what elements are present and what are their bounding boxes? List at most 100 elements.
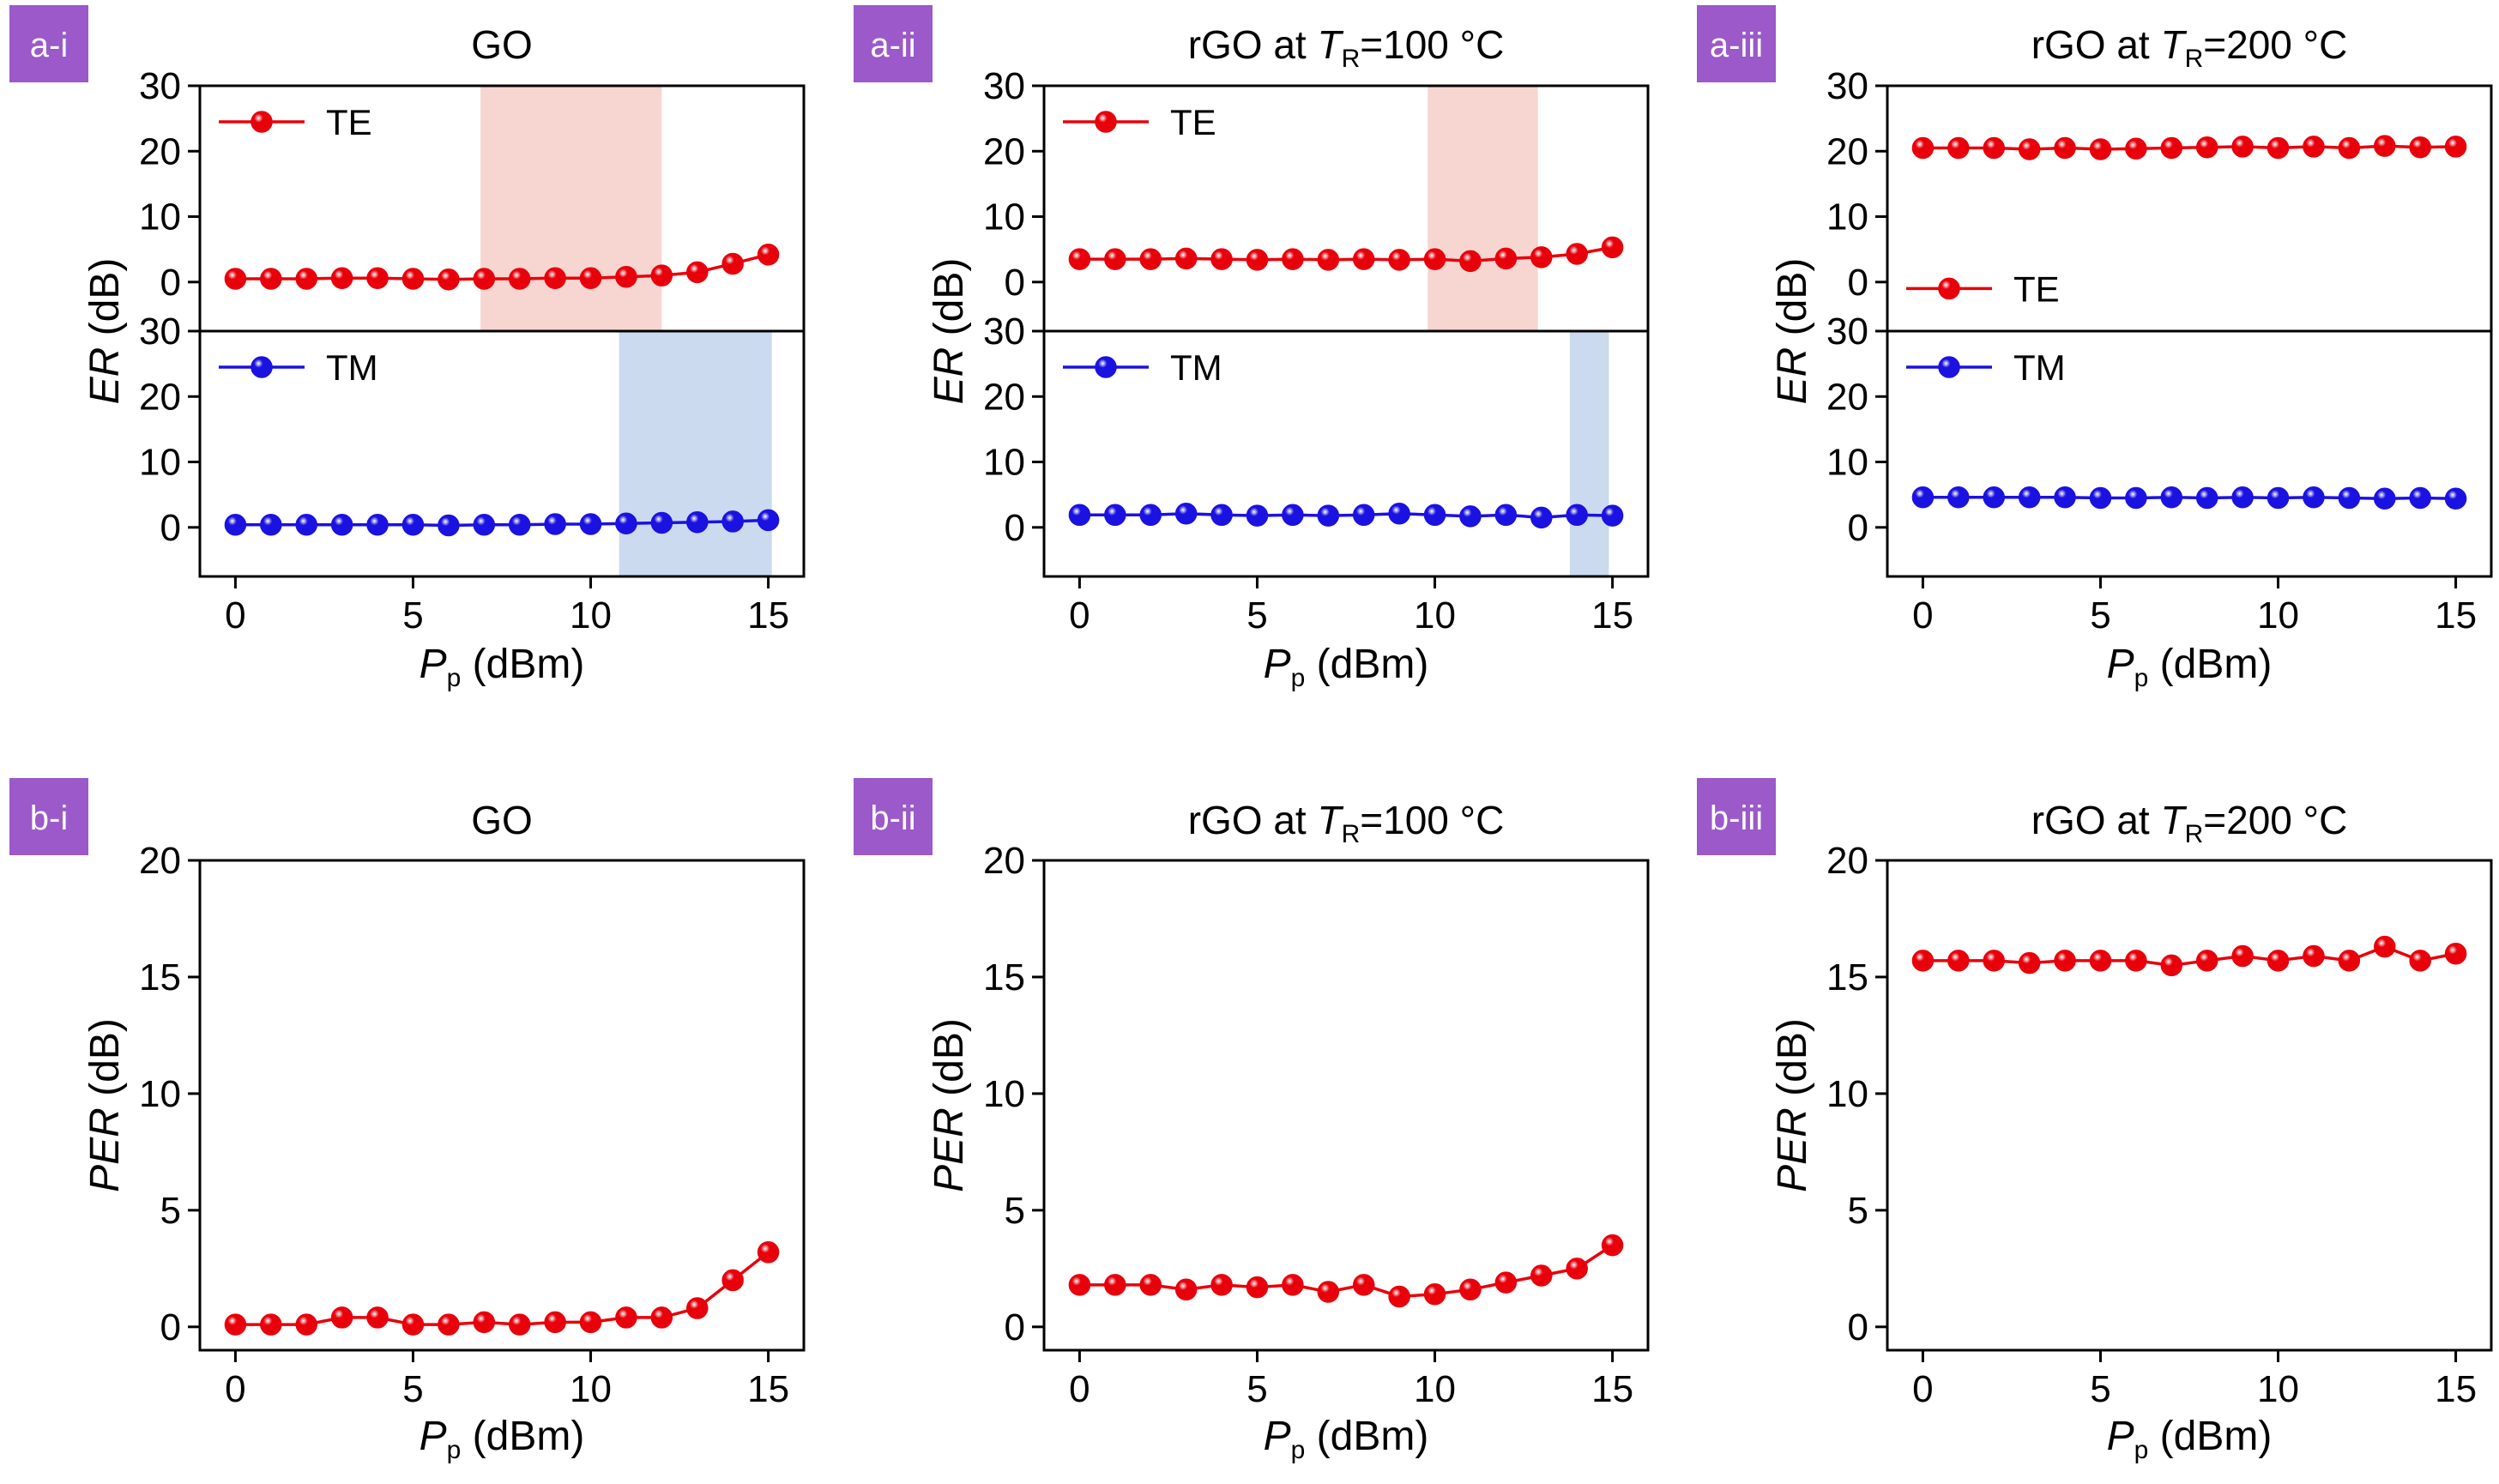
series-te-point: [1983, 136, 2005, 160]
badge-box: [854, 778, 933, 855]
x-tick-label: 5: [402, 594, 423, 636]
chart-title: GO: [471, 22, 533, 67]
series-te-point: [1388, 249, 1410, 271]
series-te-point: [1423, 248, 1446, 270]
series-per-point: [1423, 1282, 1446, 1306]
series-per-point: [1068, 1274, 1091, 1296]
series-tm-point: [1104, 504, 1126, 527]
series-te-point: [1104, 248, 1126, 270]
y-label-symbol: ER: [927, 347, 972, 405]
series-tm-point: [2338, 486, 2361, 510]
x-label-subscript: p: [447, 1436, 462, 1464]
y-tick-label: 30: [139, 311, 181, 353]
y-tick-label: 20: [1826, 376, 1868, 418]
highlight-band: [480, 86, 662, 331]
series-per-point: [2231, 944, 2254, 968]
y-label-unit: (dB): [1770, 258, 1815, 347]
series-te-point: [650, 264, 673, 287]
y-tick-label: 30: [1826, 311, 1868, 353]
series-per-point: [615, 1306, 637, 1329]
series-tm-point: [1947, 486, 1970, 509]
series-te-point: [721, 252, 744, 275]
series-per-point: [2018, 951, 2041, 974]
series-te-point: [1494, 247, 1518, 270]
plot-frame: [1886, 859, 2493, 1352]
x-label-unit: (dBm): [461, 1414, 584, 1459]
series-tm-point: [1388, 503, 1410, 525]
series-tm-point: [2374, 487, 2396, 510]
series-te-point: [2195, 136, 2218, 159]
series-te-point: [2018, 138, 2041, 160]
badge-box: [1697, 5, 1776, 82]
highlight-band: [1569, 331, 1609, 576]
subpanel-te: 0 10 20 30 TE: [1826, 65, 2467, 309]
y-label-symbol: PER: [927, 1107, 972, 1192]
y-tick-label: 20: [1826, 130, 1868, 172]
x-label-subscript: p: [1291, 664, 1306, 692]
x-tick-label: 10: [1414, 594, 1456, 636]
panel-badge: b-i: [9, 778, 88, 855]
title-subscript: R: [2185, 820, 2204, 848]
series-tm-point: [366, 513, 389, 536]
badge-label: a-ii: [870, 27, 915, 64]
series-per-point: [1388, 1285, 1410, 1308]
series-per-point: [757, 1241, 780, 1264]
chart-title: rGO at TR=100 °C: [1188, 22, 1505, 73]
series-per-point: [2338, 950, 2361, 972]
y-tick-label: 0: [160, 262, 181, 304]
y-tick-label: 5: [1848, 1190, 1868, 1232]
x-tick-label: 10: [1414, 1368, 1456, 1410]
series-per-point: [686, 1297, 709, 1319]
series-te-point: [1530, 246, 1553, 268]
series-per-point: [438, 1313, 460, 1336]
series-te-point: [2054, 136, 2076, 160]
legend-entry: TE: [219, 102, 372, 142]
series-tm-point: [2160, 486, 2183, 509]
chart-b-ii: b-ii rGO at TR=100 °C 0 5 10 15 20 PER (dB) 0 5 10…: [854, 778, 1650, 1464]
panel-badge: b-ii: [854, 778, 933, 855]
y-tick-label: 30: [983, 311, 1025, 353]
subpanel-tm: 0 10 20 30 TM: [139, 311, 780, 576]
x-label-unit: (dBm): [1305, 642, 1428, 687]
y-axis-label: PER (dB): [927, 1018, 972, 1192]
series-per-point: [1352, 1274, 1375, 1296]
x-axis-label: Pp (dBm): [2107, 642, 2273, 692]
series-per-point: [1174, 1278, 1198, 1301]
series-te-point: [508, 268, 531, 290]
chart-title: GO: [471, 798, 533, 842]
series-per-point: [1139, 1274, 1162, 1296]
y-tick-label: 15: [139, 956, 181, 998]
x-label-subscript: p: [2134, 1436, 2149, 1464]
series-per-point: [2089, 950, 2112, 972]
series-te-point: [615, 265, 637, 288]
title-prefix: rGO at: [2031, 22, 2161, 67]
series-te-point: [330, 267, 353, 289]
series-per-point: [2195, 950, 2218, 972]
series-te-point: [1139, 248, 1162, 270]
y-tick-label: 10: [983, 196, 1025, 238]
series-tm-point: [1210, 504, 1233, 527]
series-per-point: [544, 1311, 566, 1334]
series-tm-point: [2089, 486, 2112, 510]
series-per-point: [579, 1311, 602, 1334]
series-te-point: [2303, 136, 2325, 158]
x-tick-label: 15: [1591, 594, 1633, 636]
y-tick-label: 15: [1826, 956, 1868, 998]
y-tick-label: 10: [139, 442, 181, 484]
y-tick-label: 30: [139, 65, 181, 107]
series-per-point: [224, 1313, 247, 1336]
y-tick-label: 0: [1848, 262, 1868, 304]
series-te-point: [686, 261, 709, 284]
series-te-point: [1246, 249, 1269, 271]
series-tm-point: [1068, 504, 1091, 527]
chart-title: rGO at TR=200 °C: [2031, 798, 2348, 848]
title-variable: T: [1318, 22, 1344, 67]
y-tick-label: 0: [1005, 507, 1025, 549]
series-te-point: [2338, 136, 2361, 160]
badge-label: a-i: [30, 27, 68, 64]
x-tick-label: 15: [2435, 1368, 2477, 1410]
series-tm-point: [686, 510, 709, 534]
y-label-symbol: PER: [82, 1107, 128, 1192]
title-variable: T: [2161, 22, 2188, 67]
legend-label: TM: [1170, 347, 1222, 388]
